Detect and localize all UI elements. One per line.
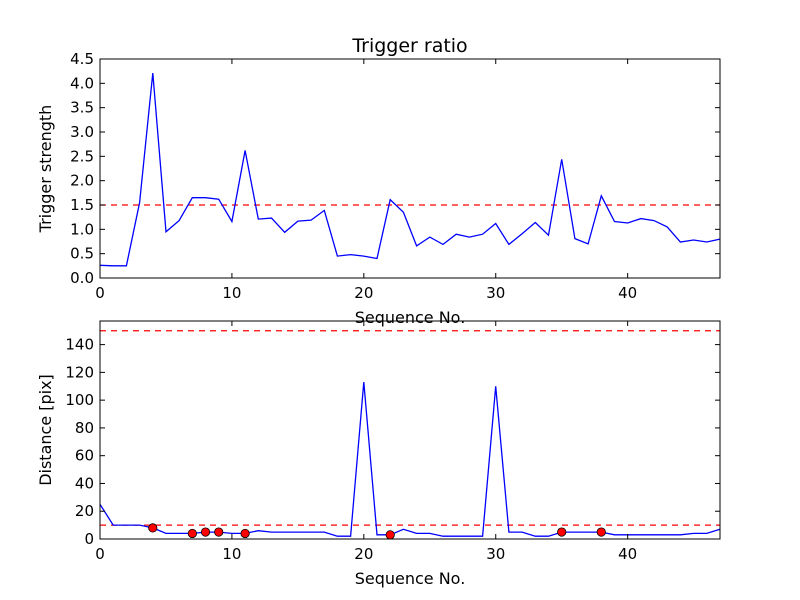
x-tick-label: 20: [354, 284, 373, 302]
x-tick-label: 10: [222, 545, 241, 563]
y-tick-label: 3.0: [70, 123, 94, 141]
y-axis-label: Distance [pix]: [36, 374, 55, 486]
y-tick-label: 40: [75, 474, 94, 492]
x-tick-label: 40: [618, 545, 637, 563]
y-tick-label: 4.5: [70, 50, 94, 68]
data-marker: [240, 528, 250, 539]
x-tick-label: 0: [95, 545, 105, 563]
data-marker: [596, 527, 606, 537]
data-marker: [385, 530, 395, 540]
plot-frame: [99, 58, 721, 279]
y-tick-label: 100: [65, 391, 94, 409]
y-tick-label: 1.5: [70, 196, 94, 214]
y-tick-label: 2.5: [70, 147, 94, 165]
x-tick-label: 10: [222, 284, 241, 302]
y-tick-label: 4.0: [70, 74, 94, 92]
y-tick-label: 0.0: [70, 269, 94, 287]
y-tick-label: 1.0: [70, 220, 94, 238]
data-marker: [187, 528, 197, 539]
x-axis-label: Sequence No.: [355, 308, 466, 327]
x-tick-label: 20: [354, 545, 373, 563]
y-tick-label: 60: [75, 447, 94, 465]
y-axis-label: Trigger strength: [36, 105, 55, 234]
y-tick-label: 3.5: [70, 99, 94, 117]
series-line: [99, 73, 721, 267]
y-tick-label: 0.5: [70, 245, 94, 263]
x-tick-label: 40: [618, 284, 637, 302]
chart-trigger-ratio: 0 10 20 30 40 0.0 0.5 1.0 1.5 2.0 2.5 3.0 3.5 4.0 4.5 T…: [36, 35, 721, 327]
x-tick-label: 30: [486, 284, 505, 302]
data-marker: [214, 527, 224, 537]
y-tick-label: 80: [75, 419, 94, 437]
x-axis-label: Sequence No.: [355, 569, 466, 588]
x-tick-label: 30: [486, 545, 505, 563]
y-tick-label: 120: [65, 363, 94, 381]
chart-distance: 0 10 20 30 40 0 20 40 60 80 100 120 140 Sequence No. D…: [36, 320, 721, 588]
data-marker: [200, 527, 211, 537]
y-tick-label: 2.0: [70, 172, 94, 190]
y-tick-label: 20: [75, 502, 94, 520]
y-tick-label: 140: [65, 336, 94, 354]
data-marker: [557, 527, 567, 537]
y-tick-label: 0: [84, 530, 94, 548]
chart-title: Trigger ratio: [351, 35, 467, 57]
plot-frame: [99, 320, 721, 540]
data-marker: [148, 523, 158, 533]
x-tick-label: 0: [95, 284, 105, 302]
